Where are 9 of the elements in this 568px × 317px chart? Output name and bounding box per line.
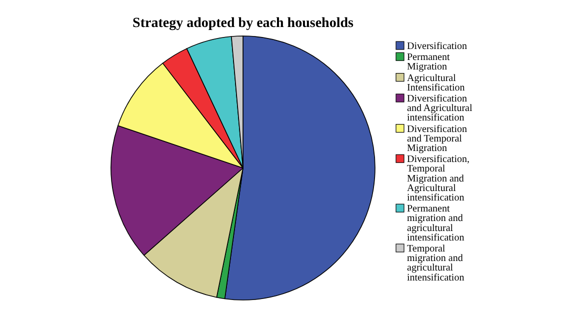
- legend-label: Agricultural Intensification: [407, 72, 465, 94]
- legend-label: Diversification: [407, 41, 467, 52]
- legend-label: Permanent migration and agricultural intensification: [407, 204, 464, 244]
- legend-label: Permanent Migration: [407, 52, 450, 73]
- chart-title: Strategy adopted by each households: [132, 16, 354, 31]
- legend-label: Diversification and Temporal Migration: [407, 124, 467, 154]
- legend-label: Diversification and Agricultural intensification: [407, 94, 472, 124]
- legend-label: Temporal migration and agricultural intensification: [407, 244, 464, 284]
- legend-label: Diversification, Temporal Migration and Agricultural intensification: [407, 154, 470, 204]
